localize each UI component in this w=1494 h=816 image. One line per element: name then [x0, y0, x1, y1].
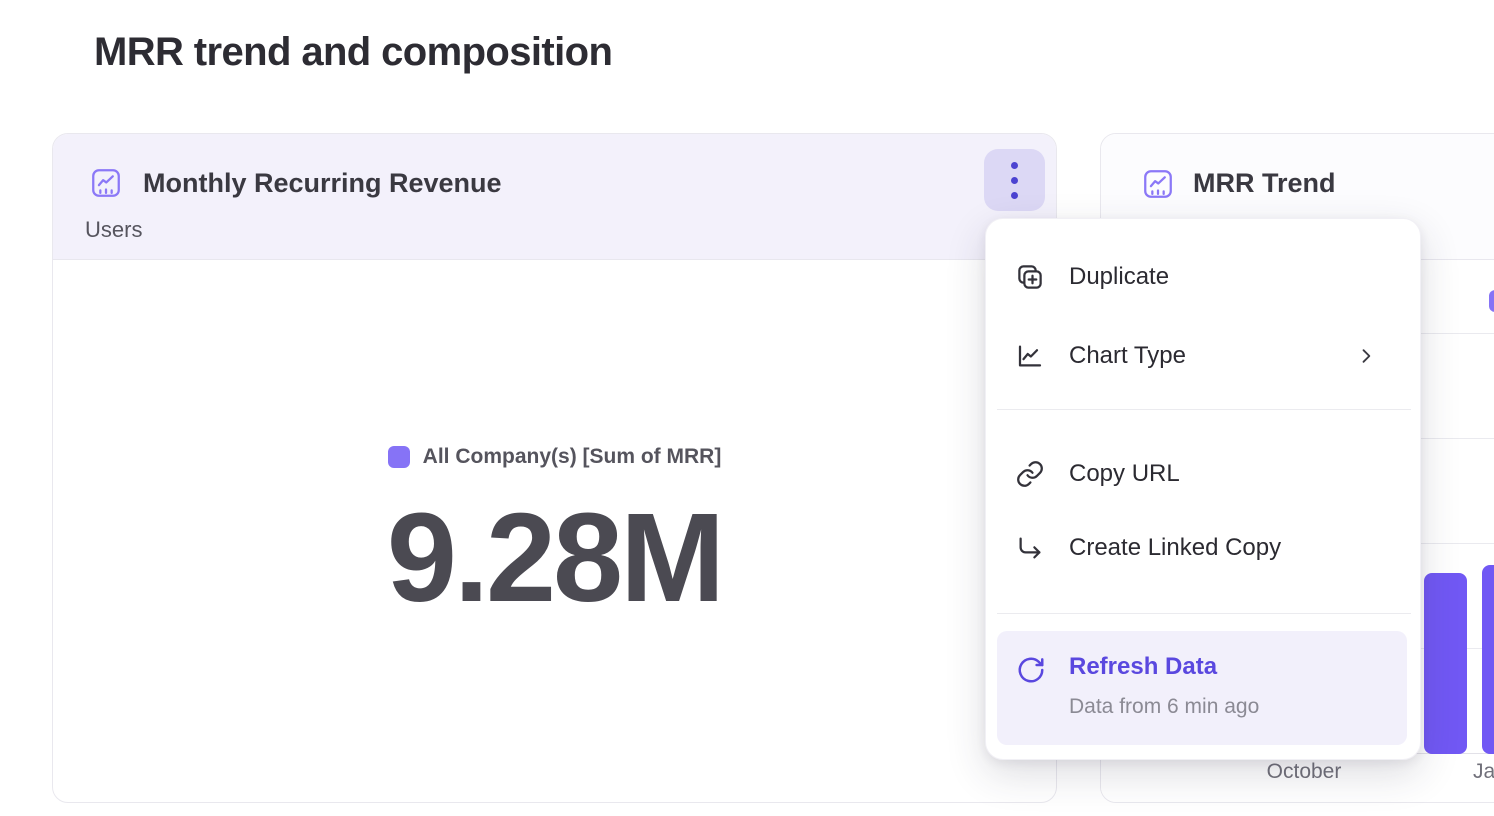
menu-item-duplicate[interactable]: Duplicate — [1015, 249, 1400, 305]
linked-copy-icon — [1019, 537, 1041, 559]
mrr-card: Monthly Recurring Revenue Users All Comp… — [52, 133, 1057, 803]
chevron-right-icon — [1362, 349, 1371, 363]
chart-widget-icon — [89, 166, 123, 200]
x-axis-label-january: January — [1473, 760, 1494, 783]
refresh-data-age: Data from 6 min ago — [1069, 695, 1260, 718]
refresh-icon — [1018, 657, 1044, 683]
kpi-value: 9.28M — [386, 486, 725, 628]
menu-item-copy-url[interactable]: Copy URL — [1015, 446, 1400, 502]
kebab-dot — [1011, 191, 1018, 199]
chart-type-icon — [1018, 345, 1042, 367]
kebab-dot — [1011, 176, 1018, 184]
refresh-data-label: Refresh Data — [1069, 653, 1218, 680]
mrr-kpi-body: All Company(s) [Sum of MRR] 9.28M — [53, 261, 1056, 802]
mrr-card-subtitle: Users — [85, 217, 143, 242]
mrr-card-header: Monthly Recurring Revenue Users — [53, 134, 1056, 260]
bar-january[interactable] — [1482, 565, 1494, 754]
link-icon — [1017, 461, 1043, 487]
trend-card-title: MRR Trend — [1193, 168, 1336, 198]
kpi-legend: All Company(s) [Sum of MRR] — [387, 444, 722, 469]
card-menu-button[interactable] — [984, 149, 1045, 211]
legend-label: All Company(s) [Sum of MRR] — [422, 444, 722, 468]
duplicate-icon — [1018, 265, 1042, 289]
bar-october[interactable] — [1424, 573, 1467, 754]
menu-item-refresh-data[interactable]: Refresh Data Data from 6 min ago — [997, 631, 1407, 745]
card-context-menu: Duplicate Chart Type Copy URL — [985, 218, 1421, 760]
chart-widget-icon — [1141, 167, 1175, 201]
menu-divider — [997, 613, 1411, 614]
menu-item-chart-type[interactable]: Chart Type — [1015, 328, 1400, 384]
trend-legend-swatch — [1489, 290, 1494, 312]
x-axis-label-october: October — [1266, 760, 1342, 783]
legend-swatch — [387, 445, 410, 468]
mrr-card-title: Monthly Recurring Revenue — [143, 168, 502, 198]
menu-item-create-linked-copy[interactable]: Create Linked Copy — [1015, 520, 1400, 576]
page-title: MRR trend and composition — [94, 30, 613, 74]
kebab-dot — [1011, 161, 1018, 169]
menu-divider — [997, 409, 1411, 410]
